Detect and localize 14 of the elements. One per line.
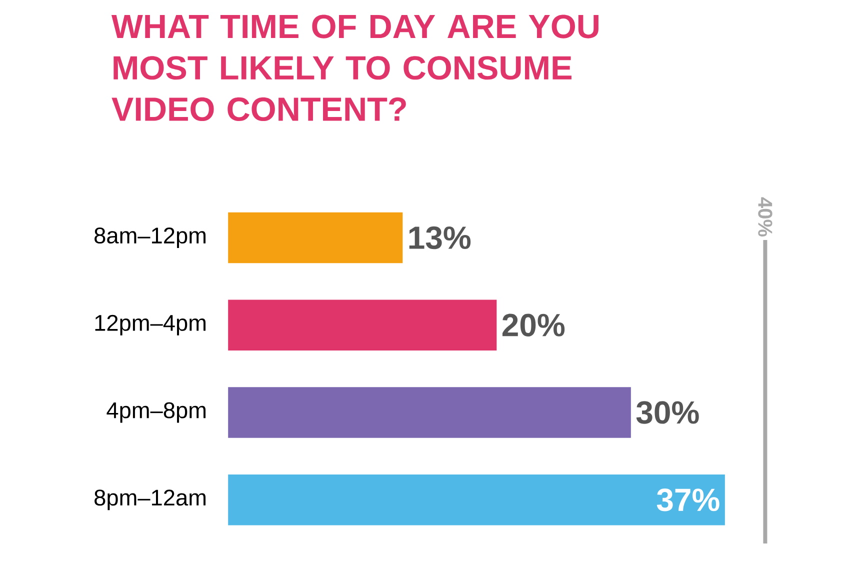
data-label: 30% xyxy=(636,401,699,424)
data-label: 37% xyxy=(656,488,720,512)
y-tick-label: 12pm–4pm xyxy=(95,314,206,336)
bar xyxy=(228,300,497,350)
data-label: 20% xyxy=(502,314,565,336)
bar xyxy=(228,474,725,526)
y-tick-label: 4pm–8pm xyxy=(106,402,206,423)
ref-line-label: 40% xyxy=(758,197,772,236)
bar xyxy=(228,212,403,263)
y-tick-label: 8pm–12am xyxy=(94,489,206,510)
data-label: 13% xyxy=(409,226,471,250)
y-tick-label: 8am–12pm xyxy=(94,227,206,248)
chart-title: WHAT TIME OF DAY ARE YOU MOST LIKELY TO CONSUME VIDEO CONTENT? xyxy=(111,14,598,121)
bar xyxy=(228,387,631,438)
